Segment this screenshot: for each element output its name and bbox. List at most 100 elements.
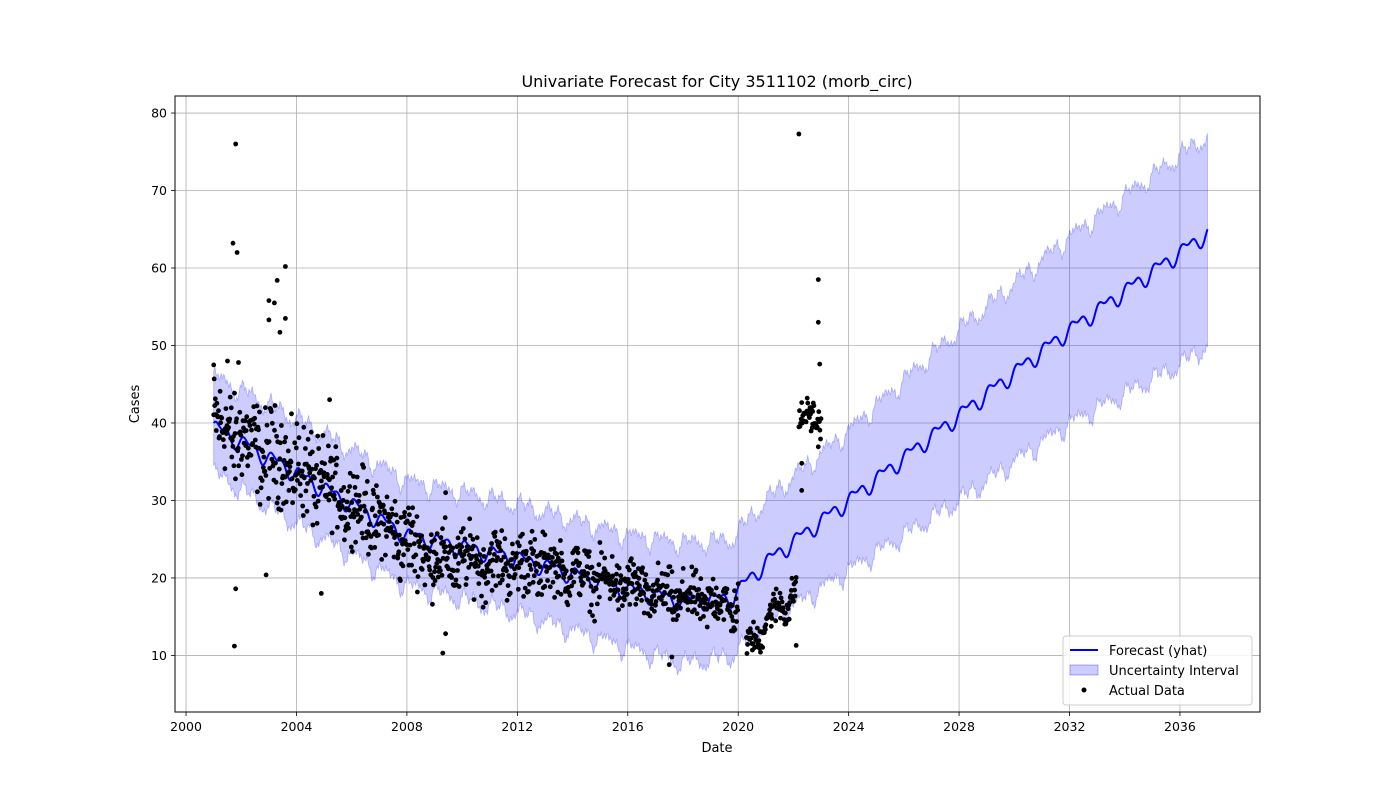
actual-point (516, 543, 522, 549)
actual-point (504, 568, 509, 574)
actual-point (394, 541, 399, 547)
actual-point (550, 555, 555, 560)
actual-point (519, 557, 525, 563)
actual-point (618, 573, 624, 579)
actual-point (526, 589, 531, 594)
actual-point (639, 570, 645, 575)
actual-point (232, 643, 237, 649)
x-tick-label: 2020 (722, 719, 754, 734)
actual-point (432, 569, 437, 575)
actual-point (797, 408, 802, 414)
actual-point (816, 409, 822, 415)
actual-point (780, 605, 786, 611)
actual-point (558, 591, 564, 597)
actual-point (283, 264, 288, 269)
actual-point (487, 550, 492, 556)
actual-point (244, 414, 250, 420)
actual-point (745, 642, 750, 647)
y-tick-label: 10 (151, 648, 167, 663)
actual-point (359, 530, 365, 536)
plot-frame (174, 95, 1261, 713)
actual-point (696, 587, 702, 592)
actual-point (408, 529, 414, 535)
actual-point (711, 592, 717, 598)
actual-point (363, 490, 369, 496)
actual-point (465, 548, 470, 553)
actual-point (412, 568, 418, 574)
actual-point (225, 358, 230, 364)
actual-point (799, 460, 805, 466)
actual-point (213, 428, 219, 433)
actual-point (439, 572, 445, 578)
actual-point (331, 492, 337, 498)
actual-point (531, 548, 537, 554)
actual-point (283, 499, 289, 505)
actual-point (320, 433, 326, 438)
actual-point (551, 562, 556, 568)
actual-point (438, 568, 443, 573)
actual-point (263, 405, 268, 411)
actual-point (520, 531, 525, 537)
actual-point (778, 595, 784, 601)
actual-point (732, 627, 738, 632)
actual-point (528, 540, 533, 545)
actual-point (465, 544, 471, 550)
actual-point (384, 494, 390, 500)
actual-point (646, 585, 652, 590)
actual-point (221, 444, 227, 449)
actual-point (467, 516, 473, 522)
actual-point (675, 613, 681, 618)
actual-point (308, 478, 314, 483)
actual-point (332, 496, 338, 502)
actual-point (257, 409, 262, 415)
actual-point (278, 507, 284, 513)
actual-point (440, 650, 446, 656)
actual-point (282, 439, 287, 445)
actual-point (636, 575, 642, 581)
actual-point (687, 591, 693, 596)
actual-point (324, 472, 330, 477)
actual-point (715, 616, 721, 621)
x-axis-label: Date (701, 741, 732, 756)
actual-point (286, 488, 292, 493)
actual-point (216, 408, 221, 414)
actual-point (219, 415, 225, 421)
actual-point (281, 458, 287, 463)
actual-point (504, 597, 510, 603)
actual-point (431, 582, 436, 588)
actual-point (273, 460, 278, 466)
actual-point (268, 409, 274, 414)
actual-point (223, 406, 229, 411)
actual-point (332, 470, 338, 476)
actual-point (674, 602, 680, 608)
actual-point (493, 583, 499, 588)
actual-point (277, 329, 283, 335)
actual-point (528, 567, 534, 572)
actual-point (692, 607, 697, 613)
actual-point (467, 533, 473, 538)
actual-point (300, 503, 306, 509)
actual-point (510, 550, 516, 556)
x-tick-label: 2036 (1164, 719, 1196, 734)
x-tick-label: 2004 (281, 719, 313, 734)
actual-point (393, 512, 399, 518)
actual-point (348, 544, 354, 550)
actual-point (342, 515, 348, 521)
actual-point (379, 557, 385, 562)
actual-point (395, 555, 401, 561)
actual-point (396, 549, 402, 555)
actual-point (471, 543, 476, 549)
legend-interval-swatch (1069, 664, 1099, 676)
actual-point (345, 488, 351, 494)
x-tick-label: 2016 (612, 719, 644, 734)
legend: Forecast (yhat) Uncertainty Interval Act… (1062, 635, 1253, 706)
actual-point (771, 591, 776, 597)
actual-point (346, 525, 351, 531)
actual-point (233, 141, 239, 147)
actual-point (274, 433, 279, 439)
actual-point (398, 578, 403, 583)
actual-point (570, 561, 576, 566)
actual-point (597, 540, 603, 545)
actual-point (283, 316, 288, 321)
actual-point (375, 494, 380, 500)
